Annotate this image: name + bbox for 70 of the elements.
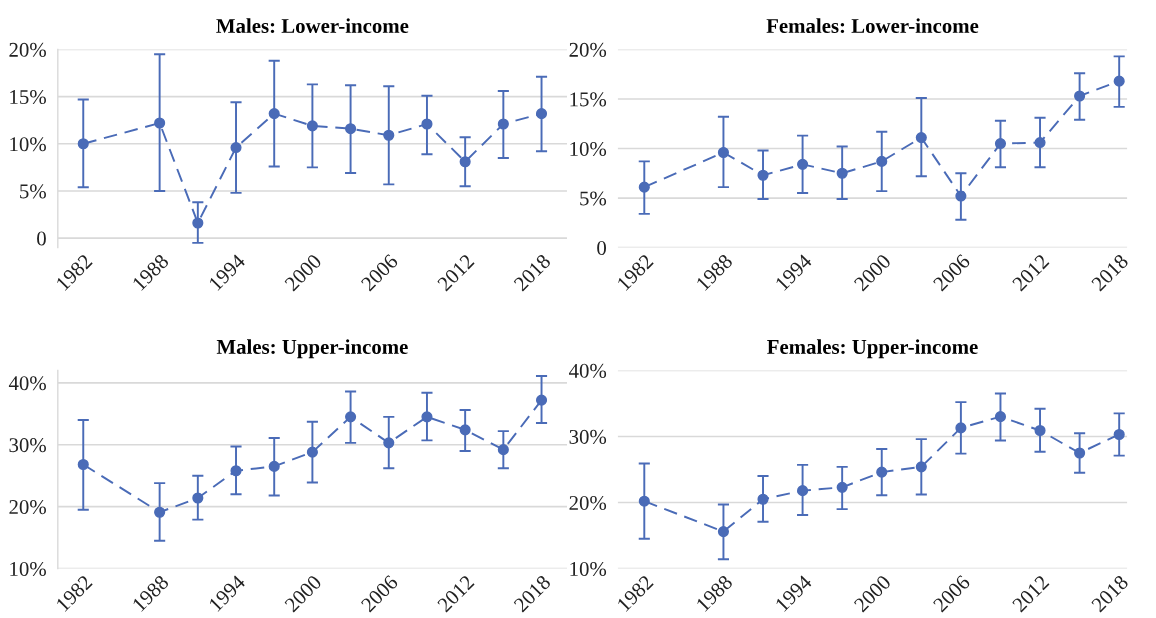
point xyxy=(638,181,650,193)
y-tick-label: 10% xyxy=(10,561,46,577)
point xyxy=(77,458,89,471)
point xyxy=(638,495,650,507)
point xyxy=(1034,424,1046,437)
point xyxy=(717,526,729,538)
point xyxy=(306,446,318,458)
point xyxy=(230,142,242,154)
y-tick-label: 10% xyxy=(570,561,607,577)
y-tick-label: 20% xyxy=(569,42,607,57)
y-tick-label: 40% xyxy=(8,376,46,391)
chart-title: Males: Lower-income xyxy=(216,18,409,34)
point xyxy=(535,394,548,406)
chart-title: Females: Lower-income xyxy=(766,18,979,34)
point xyxy=(268,108,280,120)
point xyxy=(836,167,848,179)
point xyxy=(154,506,166,518)
point xyxy=(1113,75,1125,87)
y-tick-label: 15% xyxy=(570,92,607,107)
point xyxy=(497,118,509,130)
point xyxy=(497,444,509,456)
point xyxy=(876,466,888,478)
point xyxy=(421,411,433,423)
point xyxy=(836,481,848,493)
point xyxy=(192,492,204,504)
point xyxy=(757,493,769,505)
y-tick-label: 10% xyxy=(570,141,607,157)
y-tick-label: 0 xyxy=(597,240,606,256)
y-tick-label: 30% xyxy=(569,429,607,444)
point xyxy=(1074,90,1086,102)
point xyxy=(230,465,242,477)
chart-title: Females: Upper-income xyxy=(767,339,978,359)
point xyxy=(192,217,204,229)
point xyxy=(345,123,357,135)
point xyxy=(757,169,769,181)
point xyxy=(876,155,888,167)
point xyxy=(1034,137,1046,149)
point xyxy=(383,129,395,141)
point xyxy=(994,137,1007,150)
point xyxy=(383,437,395,449)
point xyxy=(459,424,471,436)
point xyxy=(345,411,357,423)
point xyxy=(797,485,809,497)
point xyxy=(915,461,927,473)
y-tick-label: 5% xyxy=(580,191,607,206)
point xyxy=(154,117,166,129)
y-tick-label: 20% xyxy=(9,42,46,57)
y-tick-label: 30% xyxy=(9,438,46,453)
y-tick-label: 5% xyxy=(20,184,46,199)
point xyxy=(535,108,548,120)
point xyxy=(915,132,927,144)
chart-title: Males: Upper-income xyxy=(216,339,408,359)
point xyxy=(955,190,967,202)
point xyxy=(459,156,471,168)
point xyxy=(306,120,318,132)
point xyxy=(717,146,729,159)
point xyxy=(797,158,809,170)
y-tick-label: 10% xyxy=(10,137,46,152)
y-tick-label: 0 xyxy=(37,231,46,246)
y-tick-label: 20% xyxy=(569,495,607,511)
point xyxy=(1074,447,1086,459)
point xyxy=(421,118,433,130)
point xyxy=(955,422,967,434)
y-tick-label: 20% xyxy=(9,500,46,515)
point xyxy=(77,138,89,150)
y-tick-label: 15% xyxy=(10,89,46,105)
point xyxy=(994,411,1007,423)
point xyxy=(268,460,280,472)
point xyxy=(1113,428,1125,441)
y-tick-label: 40% xyxy=(569,363,607,378)
